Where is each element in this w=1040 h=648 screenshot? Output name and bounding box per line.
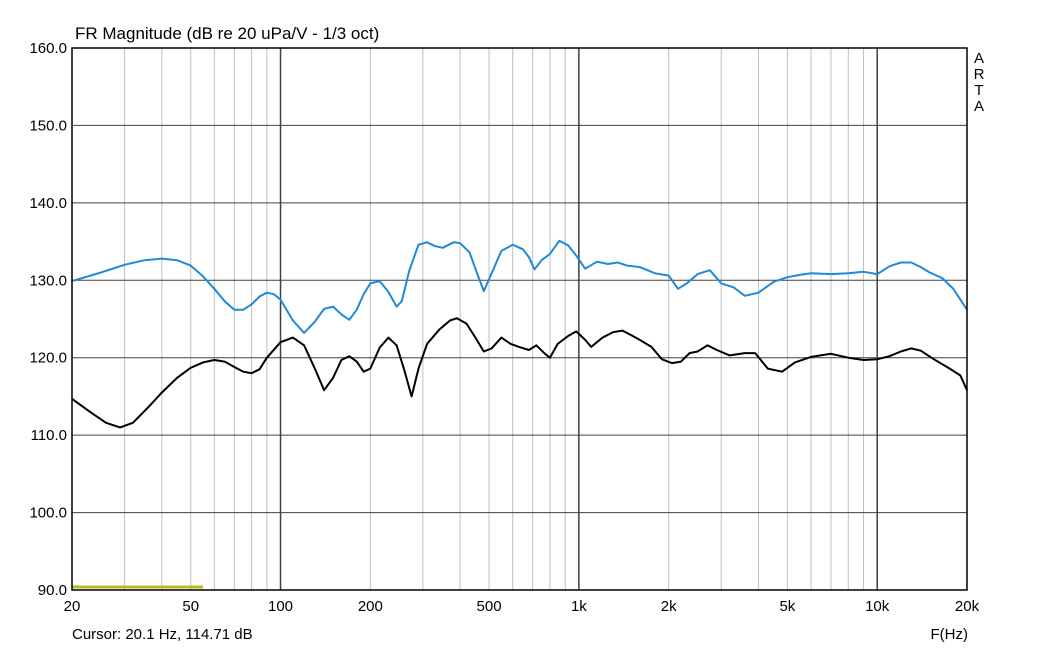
x-tick-label: 2k: [661, 598, 677, 615]
brand-letter: A: [974, 98, 984, 115]
plot-frame: [71, 47, 968, 591]
brand-letter: R: [974, 66, 985, 83]
series-line-1: [71, 239, 968, 334]
y-tick-labels: 90.0 100.0 110.0 120.0 130.0 140.0 150.0 160.0: [29, 40, 67, 599]
brand-letter: T: [974, 82, 983, 99]
x-tick-label: 20k: [955, 598, 980, 615]
arta-brand: A R T A: [974, 50, 985, 115]
series-layer: [71, 239, 968, 429]
chart-title: FR Magnitude (dB re 20 uPa/V - 1/3 oct): [75, 24, 379, 43]
y-tick-label: 100.0: [29, 505, 67, 522]
y-tick-label: 90.0: [38, 582, 67, 599]
cursor-readout: Cursor: 20.1 Hz, 114.71 dB: [72, 626, 253, 643]
x-tick-label: 200: [358, 598, 383, 615]
y-tick-label: 120.0: [29, 350, 67, 367]
x-tick-label: 500: [477, 598, 502, 615]
x-tick-label: 50: [182, 598, 199, 615]
x-tick-label: 100: [268, 598, 293, 615]
x-axis-unit-label: F(Hz): [931, 626, 969, 643]
x-tick-labels: 20 50 100 200 500 1k 2k 5k 10k 20k: [64, 598, 980, 615]
grid: [71, 47, 968, 591]
y-tick-label: 110.0: [31, 427, 67, 444]
series-line-2: [71, 317, 968, 429]
brand-letter: A: [974, 50, 984, 67]
y-tick-label: 160.0: [29, 40, 67, 57]
x-tick-label: 20: [64, 598, 81, 615]
x-tick-label: 10k: [865, 598, 890, 615]
y-tick-label: 140.0: [29, 195, 67, 212]
y-tick-label: 150.0: [29, 117, 67, 134]
x-tick-label: 5k: [779, 598, 795, 615]
y-tick-label: 130.0: [29, 272, 67, 289]
x-tick-label: 1k: [571, 598, 587, 615]
